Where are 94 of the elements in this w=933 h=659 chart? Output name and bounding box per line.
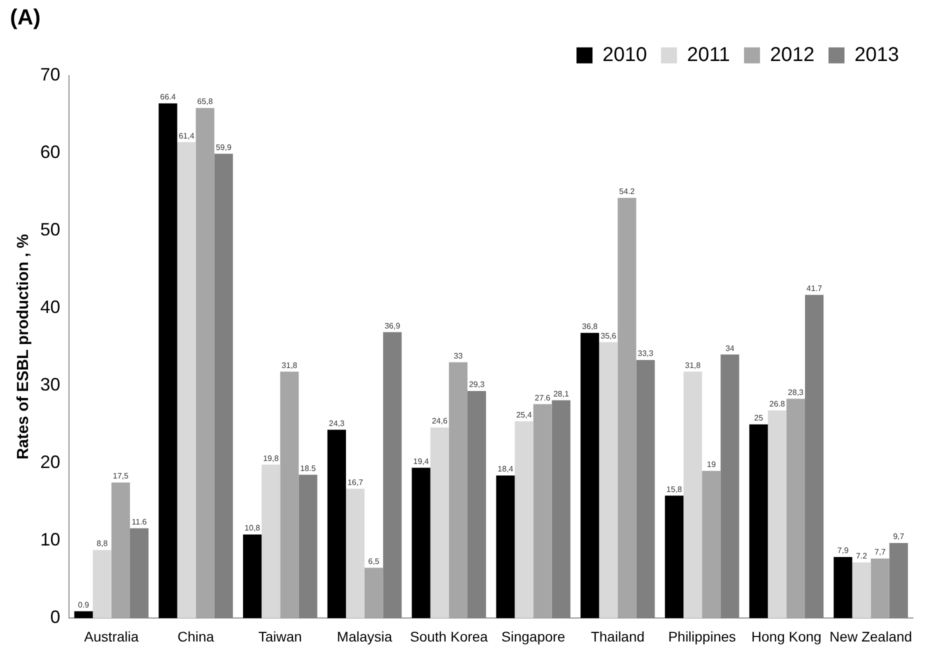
bar <box>683 372 702 618</box>
x-tick-label: Hong Kong <box>751 628 822 644</box>
data-label: 34 <box>725 344 735 353</box>
bar <box>364 568 384 618</box>
bar <box>158 103 178 618</box>
data-label: 59,9 <box>216 142 232 152</box>
y-tick-label: 0 <box>50 607 60 628</box>
data-label: 24,6 <box>432 416 448 426</box>
data-label: 19 <box>706 460 716 470</box>
x-tick-label: Philippines <box>668 628 736 644</box>
legend-label: 2013 <box>854 44 900 66</box>
data-label: 7,9 <box>837 546 850 556</box>
bar <box>262 464 280 618</box>
bar <box>496 476 515 618</box>
data-label: 31,8 <box>282 360 298 370</box>
chart-title: (A) <box>10 4 41 30</box>
x-tick-label: Singapore <box>501 628 566 644</box>
y-tick-label: 40 <box>40 296 60 317</box>
bar <box>346 488 365 618</box>
legend-label: 2010 <box>602 44 648 66</box>
data-label: 61,4 <box>178 131 195 140</box>
bar <box>280 372 299 618</box>
data-label: 11.6 <box>132 517 148 526</box>
data-label: 31,8 <box>684 360 702 370</box>
data-label: 33,3 <box>638 349 654 358</box>
bar <box>664 496 684 618</box>
bar <box>92 550 112 618</box>
data-label: 0.9 <box>78 600 90 610</box>
data-label: 27.6 <box>534 393 551 402</box>
data-label: 33 <box>454 352 464 361</box>
data-label: 9,7 <box>893 532 905 542</box>
data-label: 25 <box>754 414 764 423</box>
bar <box>533 404 552 618</box>
data-label: 7.2 <box>856 552 868 561</box>
bar <box>430 427 449 618</box>
data-label: 16,7 <box>347 478 364 487</box>
x-tick-label: Malaysia <box>336 628 392 644</box>
data-label: 19,8 <box>263 454 280 463</box>
bar <box>768 410 786 618</box>
y-tick-label: 50 <box>40 219 60 240</box>
data-label: 36,9 <box>384 321 401 330</box>
bar <box>702 470 721 618</box>
data-label: 18,4 <box>498 464 514 474</box>
data-label: 8,8 <box>96 539 108 548</box>
bar <box>618 198 636 618</box>
data-label: 54.2 <box>619 187 636 196</box>
data-label: 19,4 <box>413 456 430 466</box>
bar <box>74 611 93 618</box>
data-label: 35,6 <box>600 331 617 340</box>
data-label: 17,5 <box>112 472 130 481</box>
bar <box>196 108 214 618</box>
data-label: 28,3 <box>788 388 804 397</box>
x-tick-label: New Zealand <box>830 628 912 644</box>
x-tick-label: South Korea <box>410 628 488 644</box>
bar <box>448 362 468 618</box>
bar <box>749 424 768 618</box>
data-label: 26.8 <box>769 400 786 409</box>
bar <box>243 534 262 618</box>
legend-label: 2011 <box>687 44 730 66</box>
y-tick-label: 10 <box>40 530 60 550</box>
data-label: 28,1 <box>553 390 570 399</box>
bar <box>111 482 130 618</box>
legend-label: 2012 <box>770 44 815 66</box>
bar <box>412 468 430 618</box>
data-label: 25,4 <box>516 410 532 420</box>
data-label: 66.4 <box>160 92 176 102</box>
bar <box>870 558 890 618</box>
bar <box>327 430 346 618</box>
data-label: 65,8 <box>197 97 214 106</box>
data-label: 24,3 <box>328 418 346 428</box>
data-label: 15,8 <box>666 484 683 494</box>
y-tick-label: 20 <box>40 452 60 472</box>
bar <box>599 342 618 618</box>
data-label: 29,3 <box>468 380 486 390</box>
bar <box>834 556 852 618</box>
data-label: 10,8 <box>244 524 261 533</box>
y-tick-label: 30 <box>40 374 60 395</box>
x-tick-label: Thailand <box>590 628 645 644</box>
x-tick-label: China <box>177 628 214 644</box>
bar <box>177 142 196 618</box>
data-label: 7,7 <box>874 548 886 557</box>
x-tick-label: Australia <box>84 628 139 644</box>
bar <box>852 562 871 618</box>
data-label: 18.5 <box>300 464 316 473</box>
bar <box>580 332 600 618</box>
bar <box>514 421 534 618</box>
y-tick-label: 70 <box>40 64 60 84</box>
data-label: 6,5 <box>368 557 380 566</box>
data-label: 36,8 <box>582 322 598 332</box>
data-label: 41.7 <box>806 284 823 294</box>
bar <box>786 398 805 618</box>
y-tick-label: 60 <box>40 142 60 162</box>
y-axis-title: Rates of ESBL production , % <box>15 234 32 460</box>
x-tick-label: Taiwan <box>258 628 302 644</box>
